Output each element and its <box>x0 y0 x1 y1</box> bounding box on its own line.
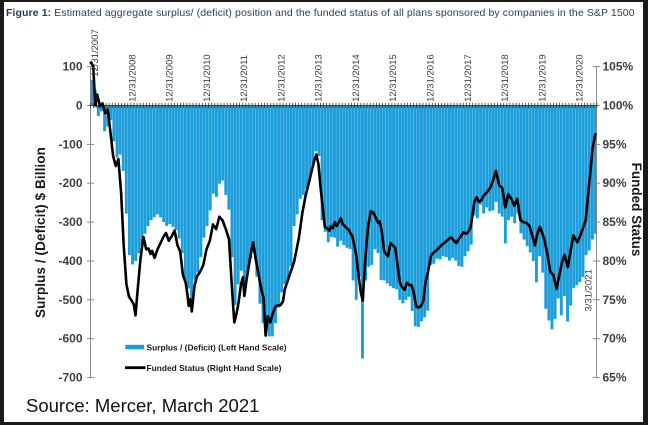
svg-text:105%: 105% <box>603 60 634 74</box>
svg-text:12/31/2017: 12/31/2017 <box>463 54 474 102</box>
svg-text:3/31/2021: 3/31/2021 <box>584 269 595 311</box>
svg-text:85%: 85% <box>603 215 627 229</box>
svg-text:12/31/2011: 12/31/2011 <box>239 55 250 102</box>
svg-text:12/31/2008: 12/31/2008 <box>127 54 138 102</box>
svg-text:12/31/2018: 12/31/2018 <box>500 54 511 102</box>
svg-text:-400: -400 <box>58 254 82 268</box>
svg-text:Funded Status: Funded Status <box>629 163 644 257</box>
svg-text:90%: 90% <box>603 176 627 190</box>
svg-text:Funded Status (Right Hand Scal: Funded Status (Right Hand Scale) <box>147 363 282 373</box>
svg-text:12/31/2014: 12/31/2014 <box>351 54 362 102</box>
svg-text:80%: 80% <box>603 254 627 268</box>
svg-text:Surplus / (Deficit) $ Billion: Surplus / (Deficit) $ Billion <box>33 147 48 318</box>
svg-text:12/31/2015: 12/31/2015 <box>388 54 399 102</box>
svg-text:100: 100 <box>62 60 82 74</box>
svg-text:12/31/2019: 12/31/2019 <box>537 54 548 102</box>
svg-text:-500: -500 <box>58 293 82 307</box>
svg-text:12/31/2009: 12/31/2009 <box>165 54 176 102</box>
svg-text:Surplus / (Deficit) (Left Hand: Surplus / (Deficit) (Left Hand Scale) <box>147 343 287 353</box>
svg-text:12/31/2016: 12/31/2016 <box>426 54 437 102</box>
svg-text:12/31/2013: 12/31/2013 <box>314 54 325 102</box>
svg-text:12/31/2007: 12/31/2007 <box>90 29 101 77</box>
svg-text:-100: -100 <box>58 137 82 151</box>
svg-text:65%: 65% <box>603 371 627 385</box>
svg-text:75%: 75% <box>603 293 627 307</box>
svg-text:-200: -200 <box>58 176 82 190</box>
svg-text:-300: -300 <box>58 215 82 229</box>
svg-text:95%: 95% <box>603 137 627 151</box>
svg-text:12/31/2020: 12/31/2020 <box>575 54 586 102</box>
svg-text:0: 0 <box>76 99 83 113</box>
svg-text:70%: 70% <box>603 332 627 346</box>
svg-text:-700: -700 <box>58 371 82 385</box>
svg-text:12/31/2012: 12/31/2012 <box>276 54 287 102</box>
svg-text:12/31/2010: 12/31/2010 <box>202 54 213 102</box>
svg-text:100%: 100% <box>603 99 634 113</box>
svg-text:-600: -600 <box>58 332 82 346</box>
